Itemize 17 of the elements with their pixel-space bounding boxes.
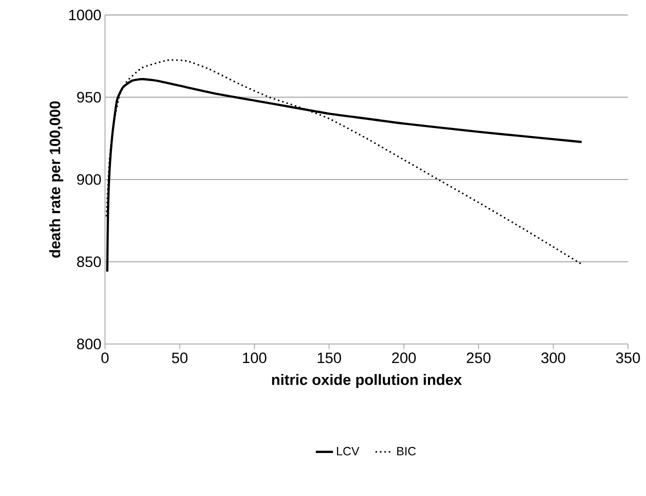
y-axis-title: death rate per 100,000	[49, 101, 64, 258]
y-tick-label: 900	[77, 174, 101, 185]
x-tick-label: 200	[392, 352, 416, 364]
x-tick-label: 100	[243, 352, 266, 364]
y-tick-label: 850	[77, 256, 101, 268]
x-tick-label: 350	[616, 352, 640, 364]
y-tick-label: 950	[77, 92, 101, 103]
y-tick-label: 1000	[69, 10, 101, 20]
x-tick-label: 50	[172, 352, 188, 364]
x-tick-label: 250	[466, 352, 490, 364]
x-tick-label: 0	[101, 352, 109, 364]
legend-label: LCV	[337, 446, 360, 456]
legend-label: BIC	[397, 446, 416, 456]
x-axis-title: nitric oxide pollution index	[272, 374, 462, 388]
x-tick-label: 300	[541, 352, 566, 364]
y-tick-label: 800	[77, 338, 101, 350]
x-tick-label: 150	[318, 352, 342, 364]
